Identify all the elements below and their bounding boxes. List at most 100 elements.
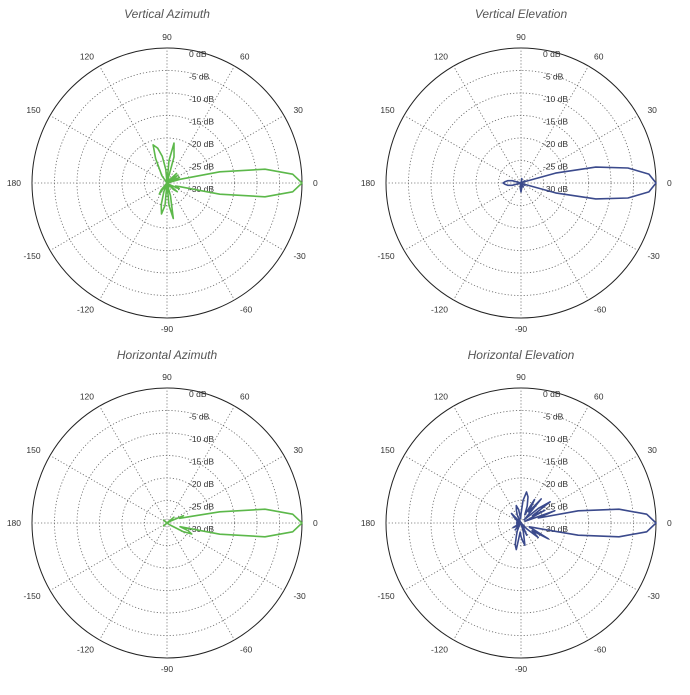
vertical-azimuth-grid-spoke	[99, 182, 168, 301]
horizontal-elevation-grid-spoke	[520, 522, 589, 641]
vertical-azimuth-angle-label: -60	[240, 304, 253, 314]
vertical-azimuth-angle-label: 60	[240, 52, 250, 62]
vertical-elevation-db-label: -20 dB	[543, 139, 568, 149]
vertical-elevation-grid-spoke	[520, 182, 639, 251]
vertical-elevation-pattern-line	[502, 166, 657, 200]
vertical-elevation-angle-label: -60	[594, 304, 607, 314]
horizontal-azimuth-grid-spoke	[49, 522, 168, 591]
vertical-azimuth-title: Vertical Azimuth	[124, 7, 210, 21]
vertical-azimuth-angle-label: -90	[161, 324, 174, 334]
vertical-elevation-angle-label: 0	[667, 178, 672, 188]
vertical-azimuth-grid-spoke	[166, 182, 235, 301]
vertical-elevation-db-label: -15 dB	[543, 117, 568, 127]
horizontal-elevation-angle-label: 90	[516, 372, 526, 382]
horizontal-elevation-pattern-line	[510, 491, 657, 551]
horizontal-elevation-angle-label: -120	[431, 644, 448, 654]
horizontal-azimuth-angle-label: -90	[161, 664, 174, 674]
vertical-azimuth-grid-spoke	[49, 182, 168, 251]
horizontal-azimuth-plot: Horizontal Azimuth 90 60 30 0 -30 -60 -90 -120 -1…	[7, 348, 318, 674]
vertical-azimuth-plot: Vertical Azimuth 90 60 30 0 -30 -60 -90 -120 -150…	[7, 7, 318, 334]
vertical-elevation-plot: Vertical Elevation 90 60 30 0 -30 -60 -90 -120 -1…	[361, 7, 672, 334]
vertical-elevation-grid-spoke	[453, 65, 522, 184]
vertical-azimuth-pattern-line	[152, 142, 303, 220]
vertical-azimuth-angle-label: 0	[313, 178, 318, 188]
horizontal-elevation-db-label: -5 dB	[543, 412, 564, 422]
vertical-elevation-grid-spoke	[403, 115, 522, 184]
vertical-azimuth-grid-spoke	[99, 65, 168, 184]
horizontal-elevation-grid-spoke	[453, 522, 522, 641]
vertical-elevation-angle-label: -30	[647, 251, 660, 261]
vertical-elevation-angle-label: -90	[515, 324, 528, 334]
vertical-elevation-grid-spoke	[520, 115, 639, 184]
horizontal-azimuth-grid-spoke	[166, 405, 235, 524]
horizontal-azimuth-grid-spoke	[99, 405, 168, 524]
horizontal-elevation-plot: Horizontal Elevation 90 60 30 0 -30 -60 -90 -120…	[361, 348, 672, 674]
horizontal-azimuth-angle-label: 0	[313, 518, 318, 528]
horizontal-elevation-db-label: -20 dB	[543, 479, 568, 489]
vertical-elevation-grid-spoke	[403, 182, 522, 251]
vertical-elevation-db-label: -10 dB	[543, 94, 568, 104]
horizontal-azimuth-angle-label: 90	[162, 372, 172, 382]
vertical-azimuth-grid-spoke	[166, 182, 285, 251]
horizontal-elevation-angle-label: 0	[667, 518, 672, 528]
horizontal-elevation-angle-label: -30	[647, 591, 660, 601]
vertical-azimuth-db-label: -10 dB	[189, 94, 214, 104]
vertical-elevation-title: Vertical Elevation	[475, 7, 568, 21]
horizontal-azimuth-angle-label: 30	[293, 445, 303, 455]
vertical-azimuth-angle-label: 120	[80, 52, 94, 62]
vertical-azimuth-angle-label: 150	[26, 105, 40, 115]
vertical-azimuth-grid-spoke	[166, 115, 285, 184]
horizontal-azimuth-angle-label: 120	[80, 392, 94, 402]
vertical-azimuth-db-label: 0 dB	[189, 49, 207, 59]
horizontal-azimuth-grid-spoke	[49, 455, 168, 524]
vertical-azimuth-angle-label: -120	[77, 304, 94, 314]
horizontal-azimuth-angle-label: -30	[293, 591, 306, 601]
horizontal-elevation-angle-label: -60	[594, 644, 607, 654]
vertical-elevation-angle-label: -120	[431, 304, 448, 314]
horizontal-azimuth-angle-label: -120	[77, 644, 94, 654]
horizontal-elevation-db-label: -30 dB	[543, 524, 568, 534]
horizontal-elevation-angle-label: 150	[380, 445, 394, 455]
horizontal-azimuth-angle-label: -60	[240, 644, 253, 654]
vertical-azimuth-db-label: -25 dB	[189, 162, 214, 172]
vertical-elevation-db-label: -25 dB	[543, 162, 568, 172]
horizontal-elevation-angle-label: -90	[515, 664, 528, 674]
horizontal-azimuth-db-label: -15 dB	[189, 457, 214, 467]
horizontal-azimuth-title: Horizontal Azimuth	[117, 348, 218, 362]
horizontal-elevation-angle-label: 30	[647, 445, 657, 455]
horizontal-elevation-angle-label: -150	[378, 591, 395, 601]
vertical-azimuth-db-label: -20 dB	[189, 139, 214, 149]
vertical-elevation-angle-label: 150	[380, 105, 394, 115]
vertical-elevation-db-label: -5 dB	[543, 72, 564, 82]
horizontal-elevation-grid-spoke	[403, 455, 522, 524]
horizontal-azimuth-db-label: -25 dB	[189, 502, 214, 512]
vertical-azimuth-grid-spoke	[49, 115, 168, 184]
vertical-elevation-angle-label: 180	[361, 178, 375, 188]
vertical-azimuth-angle-label: 90	[162, 32, 172, 42]
horizontal-elevation-angle-label: 120	[434, 392, 448, 402]
horizontal-elevation-title: Horizontal Elevation	[468, 348, 575, 362]
horizontal-azimuth-db-label: -20 dB	[189, 479, 214, 489]
vertical-elevation-angle-label: -150	[378, 251, 395, 261]
horizontal-azimuth-db-label: -30 dB	[189, 524, 214, 534]
horizontal-elevation-db-label: -15 dB	[543, 457, 568, 467]
vertical-azimuth-db-label: -5 dB	[189, 72, 210, 82]
horizontal-azimuth-angle-label: 150	[26, 445, 40, 455]
horizontal-elevation-db-label: -10 dB	[543, 434, 568, 444]
horizontal-elevation-grid-spoke	[453, 405, 522, 524]
horizontal-azimuth-grid-spoke	[166, 455, 285, 524]
horizontal-azimuth-db-label: -5 dB	[189, 412, 210, 422]
horizontal-azimuth-angle-label: -150	[24, 591, 41, 601]
vertical-elevation-db-label: 0 dB	[543, 49, 561, 59]
horizontal-azimuth-db-label: 0 dB	[189, 389, 207, 399]
horizontal-azimuth-grid-spoke	[166, 522, 285, 591]
horizontal-azimuth-grid-spoke	[99, 522, 168, 641]
horizontal-elevation-angle-label: 180	[361, 518, 375, 528]
horizontal-elevation-grid-spoke	[403, 522, 522, 591]
horizontal-azimuth-pattern-line	[162, 508, 303, 538]
vertical-azimuth-angle-label: 180	[7, 178, 21, 188]
vertical-elevation-angle-label: 120	[434, 52, 448, 62]
vertical-azimuth-grid-spoke	[166, 65, 235, 184]
